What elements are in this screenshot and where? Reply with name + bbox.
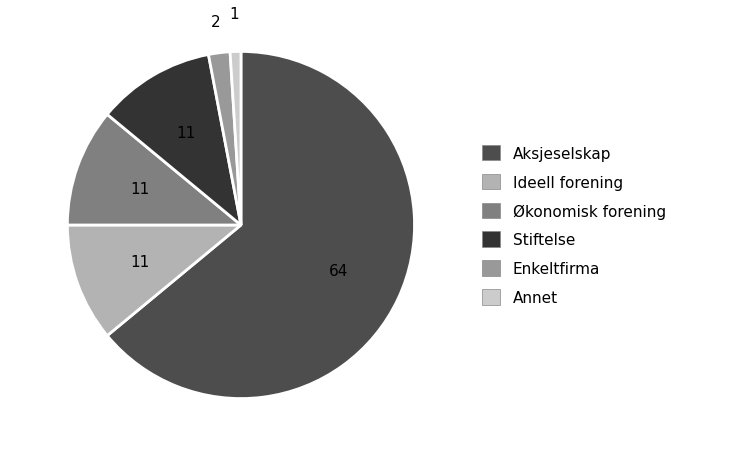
Text: 11: 11: [176, 125, 196, 141]
Text: 11: 11: [130, 254, 149, 269]
Text: 2: 2: [211, 15, 220, 30]
Text: 64: 64: [328, 264, 348, 279]
Wedge shape: [67, 115, 241, 226]
Wedge shape: [230, 52, 241, 226]
Text: 1: 1: [230, 7, 239, 22]
Wedge shape: [209, 53, 241, 226]
Legend: Aksjeselskap, Ideell forening, Økonomisk forening, Stiftelse, Enkeltfirma, Annet: Aksjeselskap, Ideell forening, Økonomisk…: [474, 138, 673, 313]
Wedge shape: [67, 226, 241, 336]
Wedge shape: [107, 52, 415, 399]
Text: 11: 11: [130, 182, 149, 197]
Wedge shape: [107, 55, 241, 226]
